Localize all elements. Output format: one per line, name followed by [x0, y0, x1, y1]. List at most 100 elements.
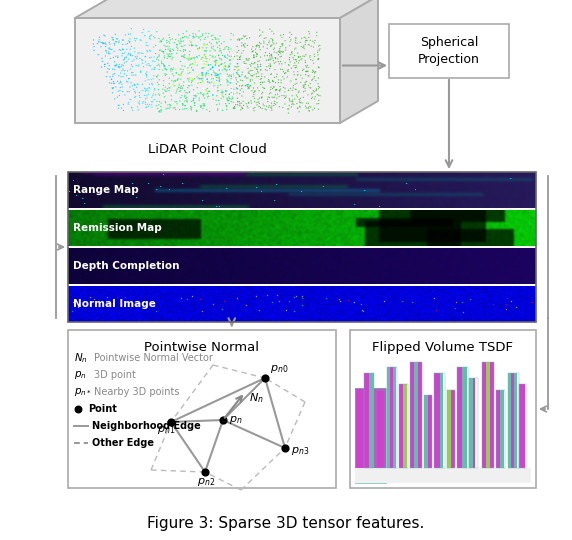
Point: [267, 51, 276, 59]
Bar: [447, 389, 455, 468]
Point: [115, 45, 124, 54]
Point: [287, 103, 296, 111]
Point: [189, 91, 198, 100]
Point: [269, 101, 279, 110]
Point: [299, 87, 308, 96]
Point: [165, 61, 174, 70]
Point: [120, 49, 129, 57]
Point: [314, 42, 323, 50]
Point: [249, 84, 258, 92]
Point: [267, 51, 276, 59]
Point: [188, 75, 197, 84]
Point: [253, 57, 263, 66]
Point: [232, 84, 241, 92]
Point: [155, 62, 164, 70]
Point: [252, 98, 261, 107]
Point: [292, 91, 301, 99]
Point: [246, 81, 255, 90]
Point: [115, 91, 124, 100]
Point: [202, 81, 211, 90]
Point: [118, 45, 127, 53]
Point: [226, 59, 235, 68]
Point: [271, 58, 280, 66]
Point: [257, 90, 267, 98]
Point: [172, 87, 181, 96]
Bar: [486, 362, 490, 468]
Point: [154, 100, 164, 109]
Point: [264, 38, 273, 47]
Point: [267, 102, 276, 110]
Point: [223, 51, 232, 59]
Point: [100, 39, 109, 48]
Point: [255, 32, 264, 40]
Point: [141, 98, 150, 106]
Point: [201, 48, 210, 56]
Point: [120, 91, 129, 99]
Point: [275, 86, 284, 94]
Point: [118, 87, 127, 96]
Point: [195, 94, 204, 103]
Point: [295, 102, 304, 111]
Point: [200, 63, 209, 72]
Point: [124, 98, 133, 107]
Point: [201, 72, 210, 80]
Point: [186, 60, 196, 69]
Point: [168, 35, 177, 43]
Point: [111, 30, 120, 39]
Bar: [470, 379, 471, 468]
Point: [190, 58, 200, 66]
Point: [198, 90, 208, 99]
Point: [215, 66, 224, 75]
Point: [210, 60, 220, 69]
Point: [285, 37, 295, 46]
Point: [174, 80, 184, 89]
Point: [302, 63, 311, 71]
Point: [264, 103, 273, 112]
Point: [175, 39, 184, 48]
Point: [263, 40, 272, 49]
Point: [165, 74, 174, 83]
Point: [130, 80, 139, 89]
Point: [122, 57, 131, 66]
Point: [117, 66, 126, 75]
Point: [233, 98, 242, 106]
Point: [184, 75, 193, 84]
Point: [292, 39, 301, 48]
Point: [188, 75, 197, 84]
Point: [110, 65, 119, 74]
Point: [314, 55, 323, 64]
Point: [214, 51, 223, 59]
Point: [114, 101, 124, 110]
Point: [98, 39, 108, 48]
Point: [252, 41, 261, 50]
Point: [241, 55, 251, 63]
Bar: [393, 367, 396, 468]
Point: [307, 90, 316, 98]
Point: [162, 42, 172, 51]
Point: [159, 81, 168, 90]
Point: [228, 64, 237, 73]
Point: [209, 82, 219, 90]
Point: [225, 90, 234, 99]
Point: [225, 94, 234, 103]
Point: [310, 39, 319, 48]
Point: [205, 38, 214, 46]
Point: [300, 44, 309, 53]
Point: [237, 35, 246, 43]
Point: [168, 80, 177, 89]
Bar: [434, 373, 445, 468]
Point: [116, 86, 125, 94]
Point: [293, 71, 302, 79]
Point: [154, 60, 163, 69]
Bar: [350, 330, 536, 488]
Bar: [364, 373, 369, 468]
Point: [305, 40, 314, 49]
Point: [235, 99, 244, 108]
Point: [144, 102, 153, 111]
Point: [110, 94, 119, 103]
Point: [145, 34, 154, 43]
Text: 3D point: 3D point: [94, 370, 136, 380]
Point: [157, 37, 166, 46]
Point: [181, 102, 190, 110]
Point: [149, 32, 158, 41]
